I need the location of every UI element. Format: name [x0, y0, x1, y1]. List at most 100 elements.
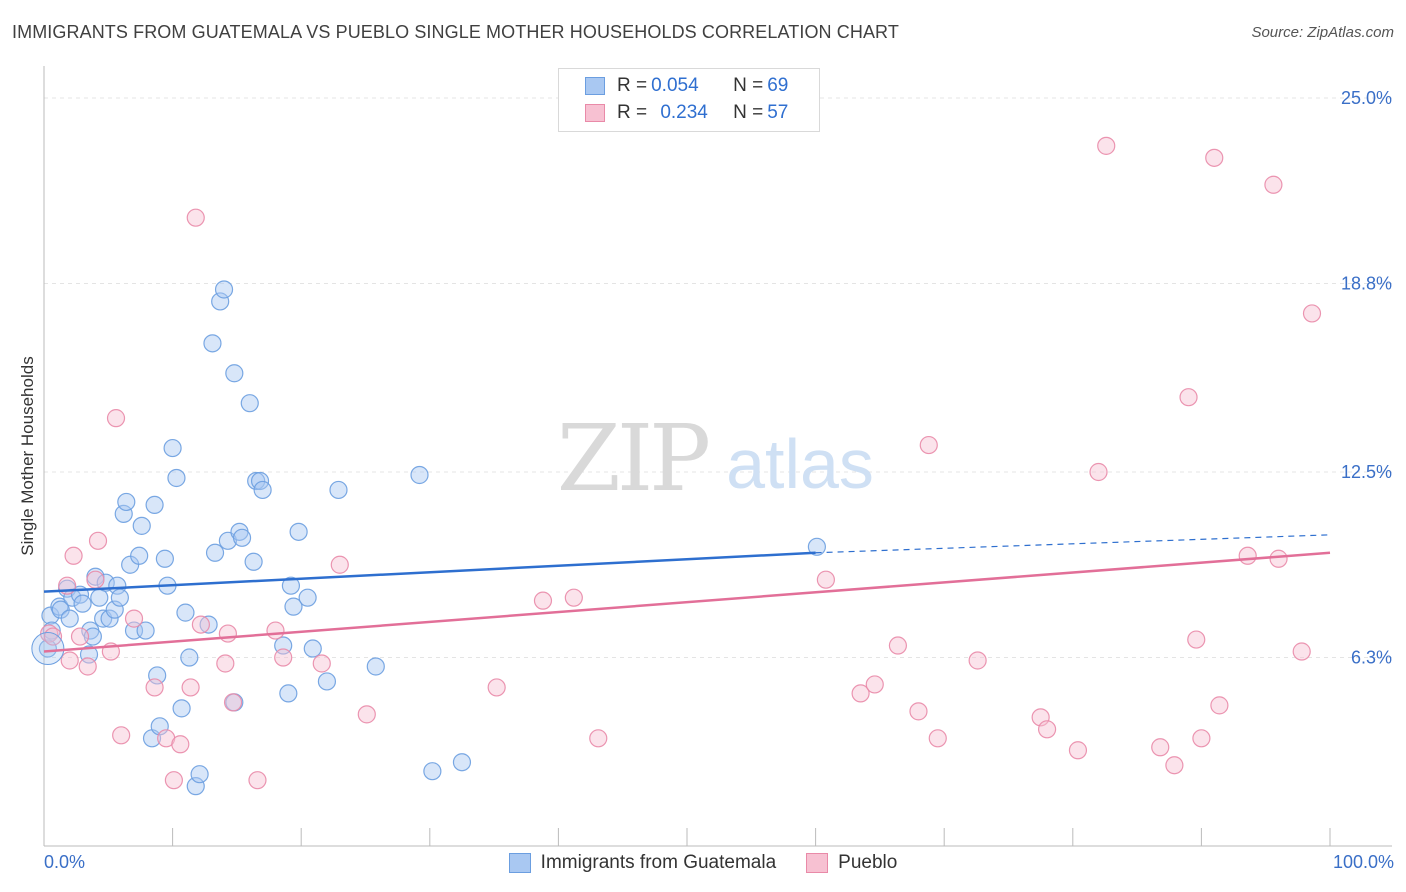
watermark-atlas: atlas — [726, 425, 874, 503]
source-label: Source: ZipAtlas.com — [1251, 24, 1394, 41]
pueblo-point — [64, 546, 83, 565]
legend-row-guatemala: R = 0.054 N = 69 — [585, 74, 788, 98]
legend-r-value: 0.054 — [651, 75, 699, 96]
guatemala-point — [108, 576, 127, 595]
pueblo-point — [86, 570, 105, 589]
guatemala-point — [303, 639, 322, 658]
guatemala-point — [110, 588, 129, 607]
guatemala-point — [807, 537, 826, 556]
pueblo-point — [1269, 549, 1288, 568]
pueblo-point — [909, 702, 928, 721]
pueblo-point — [1302, 304, 1322, 323]
pueblo-point — [851, 684, 870, 703]
guatemala-trend-extension — [815, 534, 1331, 554]
pueblo-point — [865, 675, 884, 694]
guatemala-point — [214, 280, 234, 299]
pueblo-point — [1037, 720, 1057, 739]
pueblo-point — [919, 435, 938, 455]
legend-swatch-guatemala — [585, 77, 605, 95]
guatemala-point — [180, 648, 199, 667]
pueblo-point — [106, 409, 126, 428]
guatemala-point — [145, 495, 164, 515]
pueblo-point — [1097, 136, 1116, 155]
pueblo-point — [266, 621, 285, 640]
pueblo-point — [216, 654, 235, 673]
guatemala-point — [96, 573, 115, 592]
pueblo-point — [487, 678, 506, 697]
pueblo-point — [968, 651, 987, 670]
guatemala-point — [452, 753, 472, 772]
pueblo-point — [1238, 546, 1257, 565]
guatemala-point — [117, 492, 136, 512]
guatemala-point — [284, 597, 303, 616]
y-tick-label: 25.0% — [1341, 88, 1392, 108]
guatemala-point — [167, 468, 186, 488]
guatemala-point — [73, 594, 92, 613]
pueblo-point — [112, 726, 131, 745]
guatemala-point — [50, 597, 69, 616]
pueblo-point — [816, 570, 835, 589]
pueblo-point — [70, 627, 90, 646]
pueblo-point — [1210, 696, 1229, 715]
pueblo-point — [1179, 388, 1198, 407]
guatemala-point — [176, 603, 195, 622]
pueblo-point — [1205, 148, 1224, 167]
legend-swatch-pueblo — [585, 104, 605, 122]
series-legend-item-guatemala: Immigrants from Guatemala — [508, 852, 776, 874]
y-tick-label: 12.5% — [1341, 462, 1392, 482]
pueblo-point — [186, 208, 205, 227]
pueblo-point — [274, 648, 293, 667]
pueblo-point — [124, 609, 144, 628]
guatemala-point — [244, 552, 263, 571]
guatemala-point — [423, 762, 442, 781]
series-swatch-pueblo — [806, 853, 829, 873]
guatemala-point — [60, 609, 79, 628]
guatemala-point — [100, 609, 119, 628]
guatemala-point — [199, 615, 218, 634]
guatemala-point — [247, 471, 266, 491]
guatemala-point — [317, 672, 337, 691]
pueblo-point — [1187, 630, 1206, 649]
correlation-legend: R = 0.054 N = 69 R = 0.234 N = 57 — [558, 68, 820, 132]
guatemala-point — [225, 364, 244, 383]
y-tick-label: 18.8% — [1341, 274, 1392, 294]
pueblo-point — [589, 729, 608, 748]
pueblo-point — [1089, 462, 1108, 482]
pueblo-point — [564, 588, 583, 607]
guatemala-point — [240, 394, 259, 413]
guatemala-point — [148, 666, 167, 685]
legend-n-value: 69 — [767, 75, 789, 96]
pueblo-point — [223, 693, 243, 712]
legend-r-value: 0.234 — [660, 102, 708, 123]
pueblo-point — [1292, 642, 1311, 661]
guatemala-point — [253, 480, 272, 500]
pueblo-point — [181, 678, 200, 697]
guatemala-point — [329, 480, 348, 500]
pueblo-trend-line — [43, 551, 1331, 653]
legend-r-label: R = — [617, 102, 648, 123]
series-legend: Immigrants from Guatemala Pueblo — [0, 852, 1406, 874]
watermark-zip: ZIP — [557, 405, 708, 512]
y-tick-label: 6.3% — [1351, 648, 1392, 668]
guatemala-point — [203, 334, 222, 353]
pueblo-point — [1165, 756, 1184, 775]
pueblo-point — [888, 636, 908, 655]
guatemala-point — [38, 639, 57, 658]
pueblo-point — [60, 651, 79, 670]
guatemala-point — [232, 528, 252, 547]
pueblo-point — [357, 705, 376, 724]
pueblo-point — [164, 771, 183, 790]
guatemala-point — [298, 588, 317, 607]
guatemala-point — [205, 543, 225, 562]
pueblo-point — [191, 615, 210, 634]
pueblo-point — [218, 624, 237, 643]
pueblo-point — [330, 555, 349, 574]
series-legend-item-pueblo: Pueblo — [806, 852, 897, 874]
pueblo-point — [312, 654, 331, 673]
legend-n-label: N = — [733, 102, 764, 123]
guatemala-point — [130, 546, 149, 565]
guatemala-trend-line — [43, 551, 816, 593]
guatemala-point — [136, 621, 155, 640]
guatemala-point — [279, 684, 298, 703]
